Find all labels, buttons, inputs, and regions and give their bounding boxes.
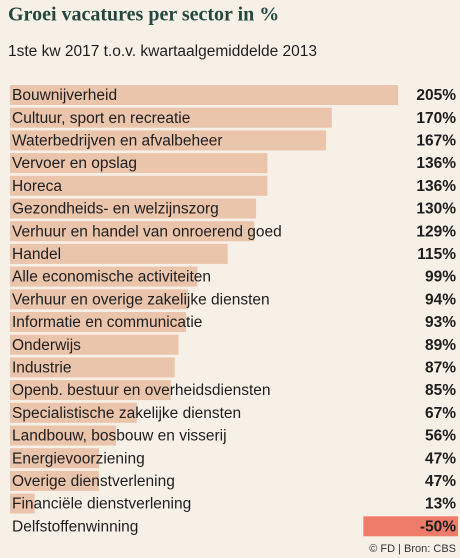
bar [10,130,327,151]
chart-subtitle: 1ste kw 2017 t.o.v. kwartaalgemiddelde 2… [8,43,317,60]
value-label: 56% [425,428,456,445]
bar [10,448,99,469]
category-label: Horeca [12,178,62,195]
category-label: Landbouw, bosbouw en visserij [12,428,227,445]
bar [10,312,187,332]
category-label: Overige dienstverlening [12,473,175,490]
category-label: Vervoer en opslag [12,155,137,172]
category-label: Industrie [12,359,71,376]
bar [10,357,175,378]
bar [10,470,99,491]
value-label: 130% [416,201,456,218]
category-label: Verhuur en overige zakelijke diensten [12,291,270,308]
value-label: 136% [416,178,456,195]
value-label: 47% [425,473,456,490]
value-label: 205% [416,87,456,104]
value-label: 115% [417,246,456,263]
value-label: 47% [425,450,456,467]
value-label: 67% [425,405,456,422]
value-label: 89% [425,337,456,354]
bar [363,516,458,537]
category-label: Financiële dienstverlening [12,496,191,513]
bar [10,266,198,287]
category-label: Informatie en communicatie [12,314,202,331]
bar [10,402,137,423]
value-label: 99% [425,269,456,286]
value-label: 94% [425,291,456,308]
value-label: 93% [425,314,456,331]
value-label: 13% [425,496,456,513]
bar [10,425,116,446]
category-label: Waterbedrijven en afvalbeheer [12,132,223,149]
bar [10,221,255,242]
category-label: Handel [12,246,61,263]
value-label: 136% [416,155,456,172]
category-label: Openb. bestuur en overheidsdiensten [12,382,271,399]
category-label: Onderwijs [12,337,81,354]
bar [10,153,268,174]
category-label: Gezondheids- en welzijnszorg [12,201,219,218]
bar [10,380,171,401]
category-label: Bouwnijverheid [12,87,117,104]
bar [10,107,332,128]
bar [10,334,179,355]
category-label: Energievoorziening [12,450,145,467]
value-label: 170% [416,110,456,127]
category-label: Delfstoffenwinning [12,518,138,535]
bar [10,493,35,514]
value-label: 85% [425,382,456,399]
bar [10,198,257,219]
category-label: Verhuur en handel van onroerend goed [12,223,282,240]
category-label: Cultuur, sport en recreatie [12,110,190,127]
bar [10,85,398,105]
chart-title: Groei vacatures per sector in % [8,4,279,26]
bar [10,243,228,264]
value-label: 129% [416,223,456,240]
bar [10,175,268,196]
value-label: 167% [416,132,456,149]
category-label: Alle economische activiteiten [12,269,211,286]
footer: © FD | Bron: CBS [369,543,456,555]
category-label: Specialistische zakelijke diensten [12,405,241,422]
value-label: -50% [420,518,456,535]
bar [10,289,188,310]
value-label: 87% [425,359,456,376]
